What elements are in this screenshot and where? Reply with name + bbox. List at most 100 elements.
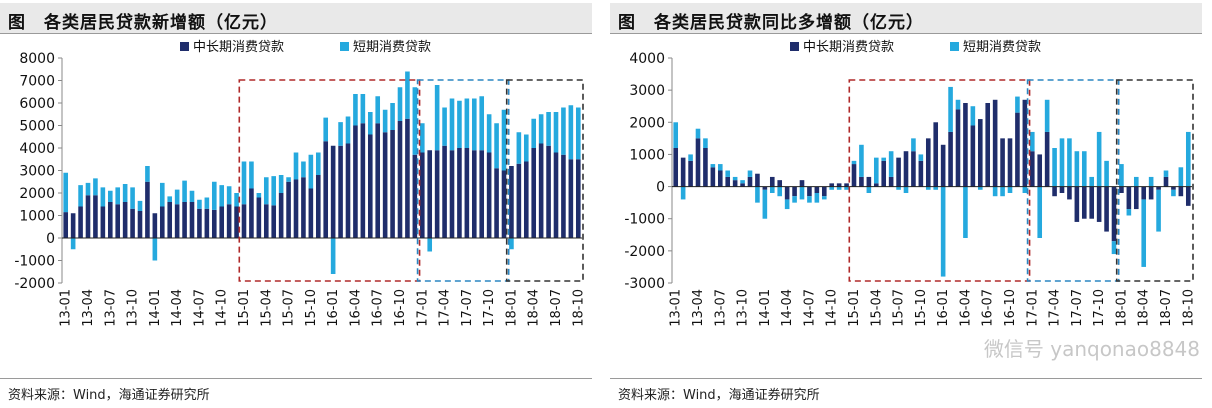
long-term-bar [345, 143, 351, 238]
short-term-bar [167, 196, 173, 202]
long-term-bar [829, 183, 835, 187]
y-tick-label: -2000 [14, 276, 55, 292]
long-term-bar [278, 193, 284, 238]
long-term-bar [844, 183, 849, 187]
short-term-bar [963, 186, 968, 238]
short-term-bar [211, 181, 217, 210]
long-term-bar [940, 144, 946, 187]
short-term-bar [688, 154, 693, 161]
x-tick-label: 16-07 [981, 289, 996, 327]
short-term-bar [338, 122, 343, 146]
right-source-rule [610, 378, 1202, 379]
left-title-bar: 图 各类居民贷款新增额（亿元） [0, 3, 592, 33]
short-term-bar [918, 154, 924, 161]
long-term-bar [821, 186, 827, 197]
long-term-bar [405, 118, 410, 238]
short-term-bar [1022, 186, 1028, 193]
short-term-bar [226, 186, 232, 205]
y-tick-label: 7000 [19, 74, 55, 90]
long-term-bar [249, 188, 254, 238]
left-source-rule [0, 378, 592, 379]
short-term-bar [888, 151, 894, 177]
short-term-bar [130, 187, 135, 209]
short-term-bar [717, 164, 723, 171]
x-tick-label: 14-10 [825, 289, 840, 327]
long-term-bar [859, 176, 864, 187]
short-term-bar [509, 238, 514, 250]
short-term-bar [866, 186, 872, 193]
x-tick-label: 14-01 [148, 289, 163, 327]
x-tick-label: 18-07 [1159, 289, 1174, 327]
long-term-bar [375, 123, 381, 238]
long-term-bar [338, 145, 343, 238]
short-term-bar [122, 184, 128, 202]
y-tick-label: 2000 [629, 115, 665, 131]
short-term-bar [457, 100, 462, 148]
short-term-bar [471, 98, 477, 151]
long-term-bar [471, 150, 477, 238]
right-title-bar: 图 各类居民贷款同比多增额（亿元） [610, 3, 1202, 33]
long-term-bar [1119, 186, 1124, 193]
long-term-bar [107, 202, 113, 238]
short-term-bar [271, 176, 277, 206]
x-tick-label: 16-04 [958, 289, 973, 327]
long-term-bar [873, 183, 879, 187]
long-term-bar [925, 138, 931, 187]
long-term-bar [397, 121, 403, 238]
x-tick-label: 13-01 [669, 289, 684, 327]
x-tick-label: 17-04 [1048, 289, 1063, 327]
black-dashed-period-box [1115, 79, 1194, 282]
x-tick-label: 13-04 [691, 289, 706, 327]
long-term-bar [866, 176, 872, 187]
short-term-bar [1171, 189, 1176, 197]
long-term-bar [710, 167, 716, 187]
short-term-bar [323, 117, 329, 142]
x-tick-label: 17-10 [1092, 289, 1107, 327]
short-term-bar [249, 161, 254, 189]
short-term-bar [546, 112, 551, 146]
black-dashed-period-box [505, 79, 584, 282]
long-term-bar [63, 212, 69, 238]
red-dashed-period-box [238, 79, 421, 282]
short-term-bar [955, 99, 961, 110]
x-tick-label: 18-01 [1114, 289, 1129, 327]
x-tick-label: 13-04 [81, 289, 96, 327]
chart-legend: 中长期消费贷款 短期消费贷款 [790, 40, 1041, 55]
long-term-bar [1022, 99, 1028, 187]
long-term-bar [992, 99, 998, 187]
y-tick-label: 0 [46, 231, 55, 247]
short-term-bar [769, 186, 775, 193]
short-term-bar [784, 199, 790, 210]
long-term-bar [360, 123, 366, 238]
short-term-bar [903, 186, 909, 193]
long-term-bar [1081, 186, 1087, 219]
long-term-bar [1141, 186, 1147, 200]
watermark-text: 微信号 yanqonao8848 [984, 337, 1200, 361]
legend-label: 短期消费贷款 [353, 40, 431, 55]
long-term-bar [1185, 186, 1191, 206]
short-term-bar [680, 186, 686, 200]
x-tick-label: 16-07 [371, 289, 386, 327]
short-term-bar [1178, 167, 1184, 187]
long-term-bar [286, 181, 291, 238]
x-tick-label: 13-01 [59, 289, 74, 327]
short-term-bar [821, 196, 827, 200]
short-term-bar [829, 186, 835, 190]
long-term-bar [197, 208, 202, 238]
long-term-bar [130, 208, 135, 238]
long-term-bar [725, 176, 731, 187]
long-term-bar [501, 170, 507, 238]
x-tick-label: 17-04 [438, 289, 453, 327]
long-term-bar [740, 183, 745, 187]
long-term-bar [851, 164, 857, 187]
short-term-bar [390, 103, 395, 130]
y-tick-label: 1000 [19, 209, 55, 225]
x-tick-label: 17-10 [482, 289, 497, 327]
y-tick-label: 5000 [19, 119, 55, 135]
short-term-bar [710, 164, 716, 168]
x-tick-label: 14-10 [215, 289, 230, 327]
left-title-rule [0, 33, 592, 34]
long-term-bar [1044, 131, 1050, 187]
x-tick-label: 13-07 [103, 289, 118, 327]
y-tick-label: 4000 [629, 51, 665, 67]
